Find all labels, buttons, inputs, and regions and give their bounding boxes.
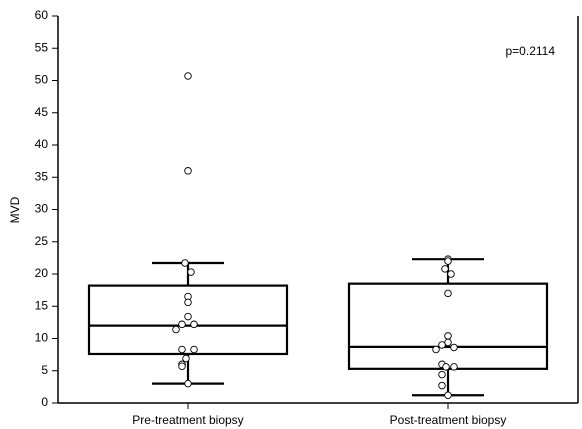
data-point [444,289,452,298]
y-tick-label: 55 [35,40,49,54]
annotation: p=0.2114 [506,44,556,58]
y-tick-label: 0 [41,395,48,409]
y-tick-label: 10 [35,331,49,345]
data-point [190,320,198,329]
data-point [438,381,446,390]
data-point [178,362,186,370]
x-tick-label: Post-treatment biopsy [390,413,507,427]
data-point [182,354,190,363]
y-tick-label: 50 [35,73,49,87]
data-point [444,257,452,265]
y-tick-label: 40 [35,137,49,151]
data-point [444,391,452,400]
data-point [447,270,455,278]
data-point [450,343,458,352]
data-point [178,345,186,354]
data-point [178,320,186,329]
box [87,284,289,356]
y-tick-label: 60 [35,8,49,22]
data-point [444,332,452,340]
data-point [184,379,192,388]
x-tick-label: Pre-treatment biopsy [132,413,243,427]
y-tick-label: 30 [35,202,49,216]
y-tick-label: 15 [35,298,49,312]
data-point [181,259,189,267]
y-tick-label: 25 [35,234,49,248]
data-point [184,298,192,307]
y-tick-label: 35 [35,169,49,183]
data-point [442,363,450,371]
data-point [187,268,195,276]
data-point [441,265,449,273]
y-tick-label: 20 [35,266,49,280]
y-axis-label: MVD [8,196,22,223]
data-point [184,72,192,80]
data-point [450,363,458,371]
data-point [432,345,440,354]
data-point [190,345,198,354]
y-tick-label: 5 [41,363,48,377]
data-point [172,325,180,334]
data-point [438,370,446,379]
data-point [438,341,446,349]
y-tick-label: 45 [35,105,49,119]
data-point [184,167,192,175]
data-point [184,312,192,321]
